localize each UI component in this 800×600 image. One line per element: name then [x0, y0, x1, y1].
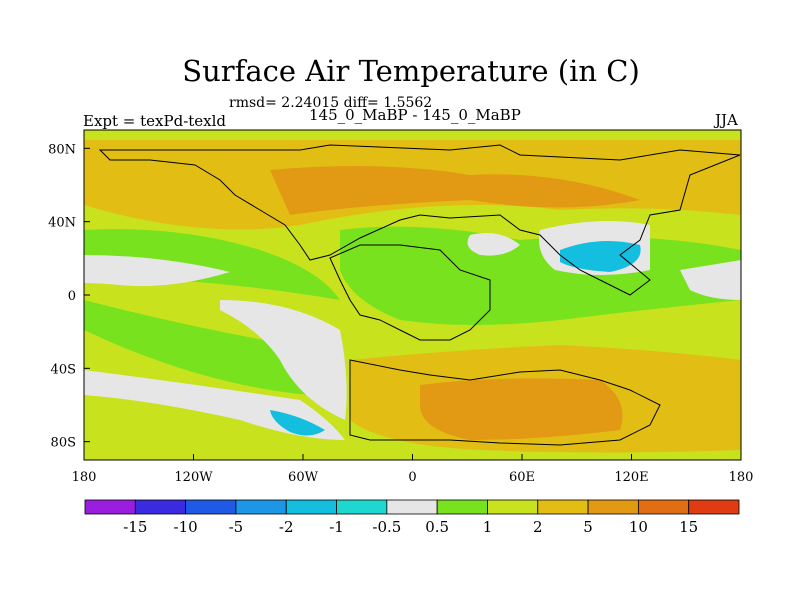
colorbar-label: 15	[679, 518, 698, 536]
coastline-central	[329, 244, 491, 341]
temperature-field	[84, 130, 741, 460]
colorbar-label: -0.5	[372, 518, 401, 536]
region-asia-cold	[560, 241, 641, 272]
colorbar-box	[84, 499, 136, 515]
region-south-5-10	[420, 378, 623, 440]
x-tick-label: 60E	[509, 470, 535, 485]
season-label: JJA	[715, 111, 738, 129]
x-tick-label: 180	[72, 470, 97, 485]
coastlines	[98, 144, 741, 446]
coastline-south	[349, 359, 661, 446]
colorbar-labels: -15 -10 -5 -2 -1 -0.5 0.5 1 2 5 10 15	[123, 518, 698, 536]
region-sp-cold	[270, 410, 325, 436]
chart-title: Surface Air Temperature (in C)	[182, 54, 640, 88]
colorbar-label: 5	[583, 518, 593, 536]
x-tick-label: 180	[729, 470, 754, 485]
region-npac-green	[84, 229, 340, 300]
region-grey-spot-2	[680, 260, 741, 300]
x-tick-label: 0	[408, 470, 416, 485]
colorbar-box	[688, 499, 740, 515]
colorbar-label: -15	[123, 518, 147, 536]
colorbar-label: -2	[279, 518, 294, 536]
axis-labels: 180 120W 60W 0 60E 120E 180 80N 40N 0 40S 80S	[48, 142, 753, 485]
colorbar-label: -1	[329, 518, 344, 536]
axis-ticks	[83, 147, 742, 460]
experiment-label: Expt = texPd-texld	[83, 112, 227, 130]
colorbar-box	[336, 499, 388, 515]
region-spac-grey-2	[220, 300, 347, 420]
colorbar-box	[235, 499, 287, 515]
region-north-5-10	[270, 166, 640, 215]
colorbar-box	[587, 499, 639, 515]
chart-subtitle: 145_0_MaBP - 145_0_MaBP	[309, 106, 521, 124]
x-tick-label: 120E	[614, 470, 648, 485]
colorbar-label: 2	[533, 518, 543, 536]
colorbar-box	[185, 499, 237, 515]
colorbar-box	[386, 499, 438, 515]
y-tick-label: 80S	[51, 436, 76, 451]
colorbar-label: -5	[229, 518, 244, 536]
colorbar-box	[637, 499, 690, 515]
colorbar-box	[436, 499, 488, 515]
colorbar-label: 10	[629, 518, 648, 536]
y-tick-label: 80N	[48, 142, 76, 157]
y-tick-label: 0	[68, 289, 76, 304]
region-npac-grey	[84, 255, 230, 287]
x-tick-label: 60W	[288, 470, 319, 485]
stats-line: rmsd= 2.24015 diff= 1.5562	[229, 95, 433, 111]
colorbar-box	[537, 499, 589, 515]
colorbar-label: -10	[174, 518, 198, 536]
colorbar-box	[134, 499, 187, 515]
coastline-north	[98, 144, 741, 296]
colorbar-box	[487, 499, 539, 515]
colorbar-label: 0.5	[425, 518, 449, 536]
colorbar-label: 1	[483, 518, 493, 536]
y-tick-label: 40N	[48, 216, 76, 231]
region-grey-spot	[467, 232, 520, 256]
x-tick-label: 120W	[174, 470, 213, 485]
colorbar	[84, 499, 740, 515]
region-trop-green	[84, 300, 328, 395]
y-tick-label: 40S	[51, 362, 76, 377]
colorbar-box	[285, 499, 337, 515]
